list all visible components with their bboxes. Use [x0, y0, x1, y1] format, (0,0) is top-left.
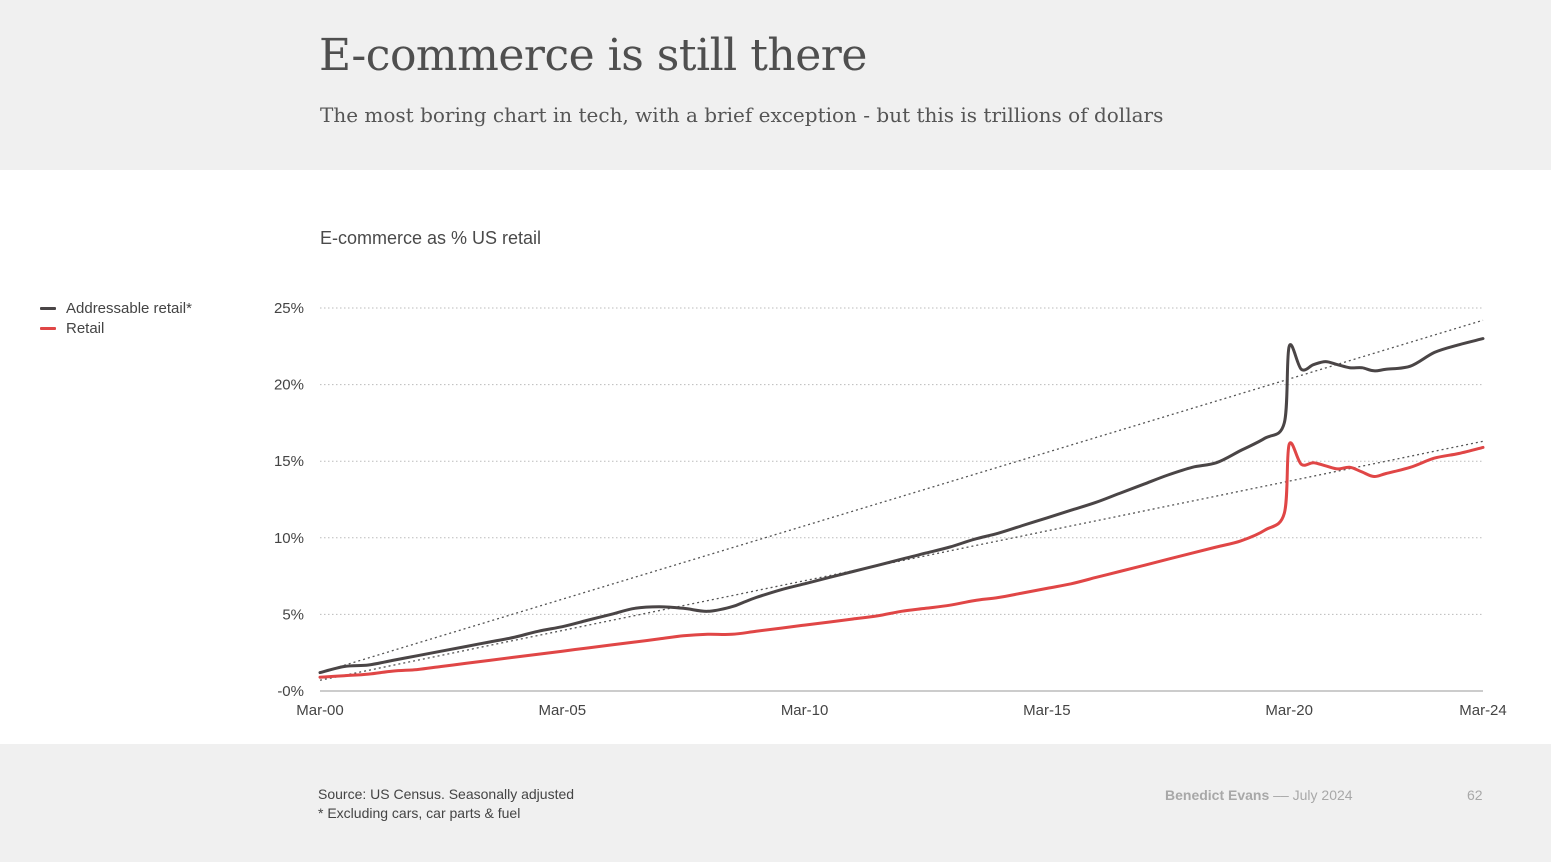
footer-brand: Benedict Evans –– July 2024: [1165, 787, 1353, 803]
legend-swatch-retail: [40, 326, 56, 330]
y-tick-label: 15%: [274, 453, 304, 470]
legend-label-addressable: Addressable retail*: [66, 299, 192, 317]
x-tick-label: Mar-20: [1265, 702, 1313, 719]
legend-item-addressable: Addressable retail*: [40, 298, 192, 318]
y-tick-label: 5%: [282, 606, 304, 623]
footer-date: July 2024: [1292, 787, 1353, 803]
x-tick-label: Mar-10: [781, 702, 829, 719]
y-tick-label: 20%: [274, 377, 304, 394]
x-tick-label: Mar-05: [539, 702, 587, 719]
footer-separator: ––: [1273, 787, 1289, 803]
chart-legend: Addressable retail* Retail: [40, 298, 192, 338]
series-line-addressable: [318, 337, 1485, 675]
chart-title: E-commerce as % US retail: [320, 228, 542, 248]
slide-title: E-commerce is still there: [319, 30, 867, 81]
author-name: Benedict Evans: [1165, 787, 1270, 803]
series-line-retail: [318, 441, 1485, 679]
x-tick-label: Mar-24: [1459, 702, 1507, 719]
legend-swatch-addressable: [40, 306, 56, 310]
x-tick-label: Mar-15: [1023, 702, 1071, 719]
x-tick-label: Mar-00: [296, 702, 344, 719]
trend-line: [319, 319, 1484, 674]
page-number: 62: [1467, 787, 1483, 803]
trend-line: [319, 440, 1484, 681]
header-band: [0, 0, 1551, 170]
y-tick-label: 25%: [274, 300, 304, 317]
source-line: Source: US Census. Seasonally adjusted: [318, 786, 575, 802]
y-tick-label: -0%: [277, 683, 304, 700]
footnote-line: * Excluding cars, car parts & fuel: [318, 805, 521, 821]
slide-subtitle: The most boring chart in tech, with a br…: [320, 103, 1164, 127]
legend-item-retail: Retail: [40, 318, 192, 338]
footer-band: [0, 744, 1551, 862]
legend-label-retail: Retail: [66, 319, 105, 337]
y-tick-label: 10%: [274, 530, 304, 547]
source-note: Source: US Census. Seasonally adjusted *…: [318, 785, 574, 823]
